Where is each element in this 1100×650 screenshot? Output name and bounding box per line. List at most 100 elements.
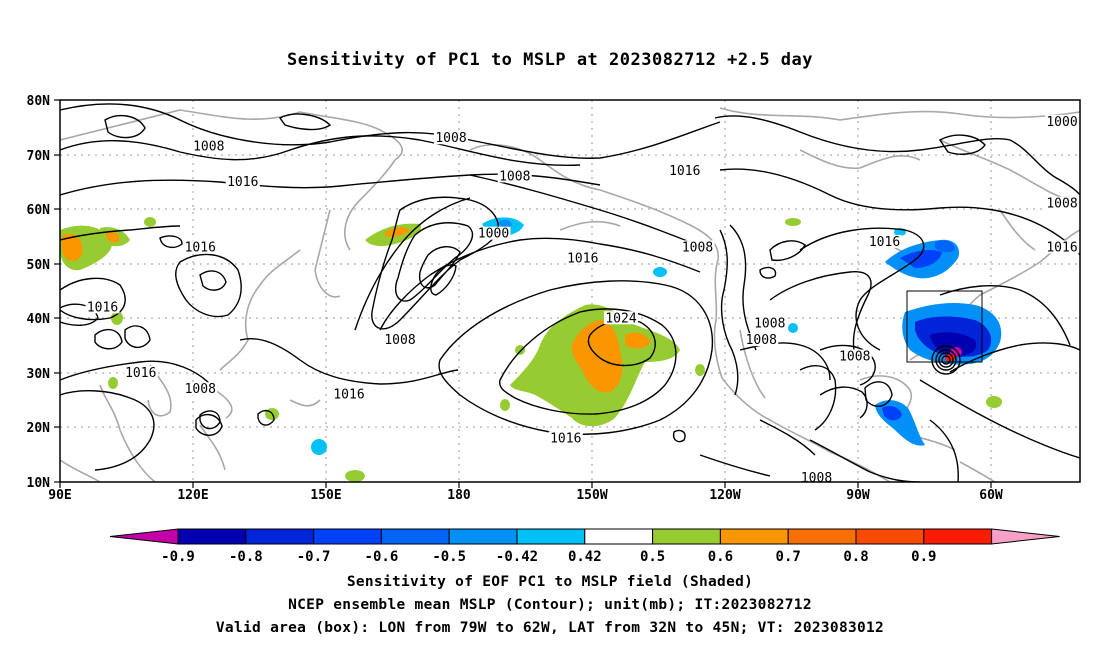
contour-label-bg	[476, 226, 511, 240]
colorbar-label: 0.42	[568, 549, 602, 565]
contour-label-bg	[332, 387, 366, 401]
colorbar-label: 0.5	[640, 549, 665, 565]
colorbar-extend-low	[109, 528, 179, 545]
contour-label-bg	[183, 240, 218, 254]
contour-label: 1024	[605, 311, 636, 326]
contour-label: 1008	[1046, 197, 1077, 212]
contour-label-bg	[383, 333, 417, 347]
contour-label-bg	[1045, 240, 1079, 254]
contour-label-bg	[799, 471, 834, 484]
colorbar-label: 0.9	[911, 549, 936, 565]
contour-label: 1016	[669, 164, 700, 179]
contour-label: 1008	[754, 317, 785, 332]
contour-label-bg	[123, 365, 158, 379]
contour-label-bg	[744, 333, 779, 347]
contour-label-bg	[837, 349, 872, 363]
contour-label-bg	[680, 240, 715, 254]
contour-label-bg	[604, 311, 638, 325]
contour-label: 1000	[1046, 115, 1077, 130]
lat-label: 40N	[27, 312, 51, 327]
lat-label: 20N	[27, 421, 51, 436]
contour-label: 1016	[87, 300, 118, 315]
colorbar: -0.9 -0.8 -0.7 -0.6 -0.5 -0.42 0.42 0.5 0.6 0.7 0.…	[109, 528, 1060, 565]
lat-label: 50N	[27, 258, 51, 273]
contour-label-bg	[225, 174, 260, 188]
colorbar-label: -0.5	[432, 549, 466, 565]
contour-label: 1016	[550, 431, 581, 446]
colorbar-label: -0.42	[496, 549, 538, 565]
colorbar-segment	[177, 528, 247, 545]
colorbar-label: 0.7	[776, 549, 801, 565]
map-frame	[59, 99, 1081, 483]
contour-label: 1016	[227, 175, 258, 190]
colorbar-segment	[855, 528, 925, 545]
lat-label: 30N	[27, 367, 51, 382]
contour-label: 1008	[185, 382, 216, 397]
lon-label: 90W	[846, 488, 870, 503]
colorbar-label: 0.6	[708, 549, 733, 565]
lat-label: 10N	[27, 476, 51, 491]
map-title: Sensitivity of PC1 to MSLP at 2023082712…	[286, 50, 813, 70]
lon-labels: 90E 120E 150E 180 150W 120W 90W 60W	[48, 488, 1003, 503]
colorbar-label: -0.9	[161, 549, 195, 565]
lon-label: 150W	[576, 488, 607, 503]
contour-label: 1016	[869, 235, 900, 250]
sensitivity-shading	[60, 217, 1002, 482]
lon-label: 150E	[310, 488, 341, 503]
contour-label-bg	[667, 163, 702, 177]
lon-label: 120W	[709, 488, 740, 503]
lon-label: 120E	[177, 488, 208, 503]
colorbar-segment	[380, 528, 450, 545]
lon-label: 60W	[979, 488, 1003, 503]
contour-label-bg	[85, 300, 120, 314]
contour-label-bg	[1045, 114, 1079, 128]
lat-label: 70N	[27, 149, 51, 164]
contour-label: 1008	[435, 131, 466, 146]
contour-label: 1016	[185, 240, 216, 255]
colorbar-label: 0.8	[843, 549, 868, 565]
contour-label: 1000	[478, 227, 509, 242]
axis-ticks	[54, 99, 992, 488]
colorbar-segment	[516, 528, 586, 545]
colorbar-segment	[787, 528, 857, 545]
contour-label: 1016	[1046, 240, 1077, 255]
contour-label-bg	[497, 169, 532, 183]
footer-line-1: Sensitivity of EOF PC1 to MSLP field (Sh…	[346, 574, 754, 590]
contour-label-bg	[183, 382, 218, 396]
contour-label-bg	[548, 431, 583, 445]
colorbar-segment	[448, 528, 518, 545]
coastlines	[60, 107, 1080, 482]
lat-label: 80N	[27, 94, 51, 109]
contour-label: 1008	[499, 169, 530, 184]
colorbar-label: -0.7	[297, 549, 331, 565]
contour-label-bg	[434, 131, 468, 145]
contour-label: 1008	[801, 471, 832, 486]
lat-labels: 80N 70N 60N 50N 40N 30N 20N 10N	[27, 94, 51, 491]
lat-label: 60N	[27, 203, 51, 218]
contour-label: 1008	[746, 333, 777, 348]
colorbar-label: -0.8	[229, 549, 263, 565]
map-grid	[60, 100, 1080, 482]
lon-label: 90E	[48, 488, 71, 503]
footer-line-2: NCEP ensemble mean MSLP (Contour); unit(…	[288, 597, 812, 613]
footer-line-3: Valid area (box): LON from 79W to 62W, L…	[215, 620, 885, 636]
contour-label: 1016	[333, 388, 364, 403]
lon-label: 180	[447, 488, 471, 503]
contour-label-bg	[867, 234, 902, 248]
contour-label-bg	[565, 251, 600, 265]
colorbar-segment	[313, 528, 382, 545]
mslp-contours	[60, 103, 1080, 482]
contour-label: 1008	[839, 349, 870, 364]
colorbar-segment	[719, 528, 789, 545]
contour-label: 1016	[567, 251, 598, 266]
contour-label: 1016	[125, 366, 156, 381]
contour-label-bg	[191, 139, 226, 153]
colorbar-segment	[652, 528, 721, 545]
colorbar-segment	[245, 528, 315, 545]
contour-label: 1008	[682, 240, 713, 255]
colorbar-extend-high	[991, 528, 1060, 545]
colorbar-segment	[923, 528, 993, 545]
contour-label-bg	[1045, 196, 1079, 210]
